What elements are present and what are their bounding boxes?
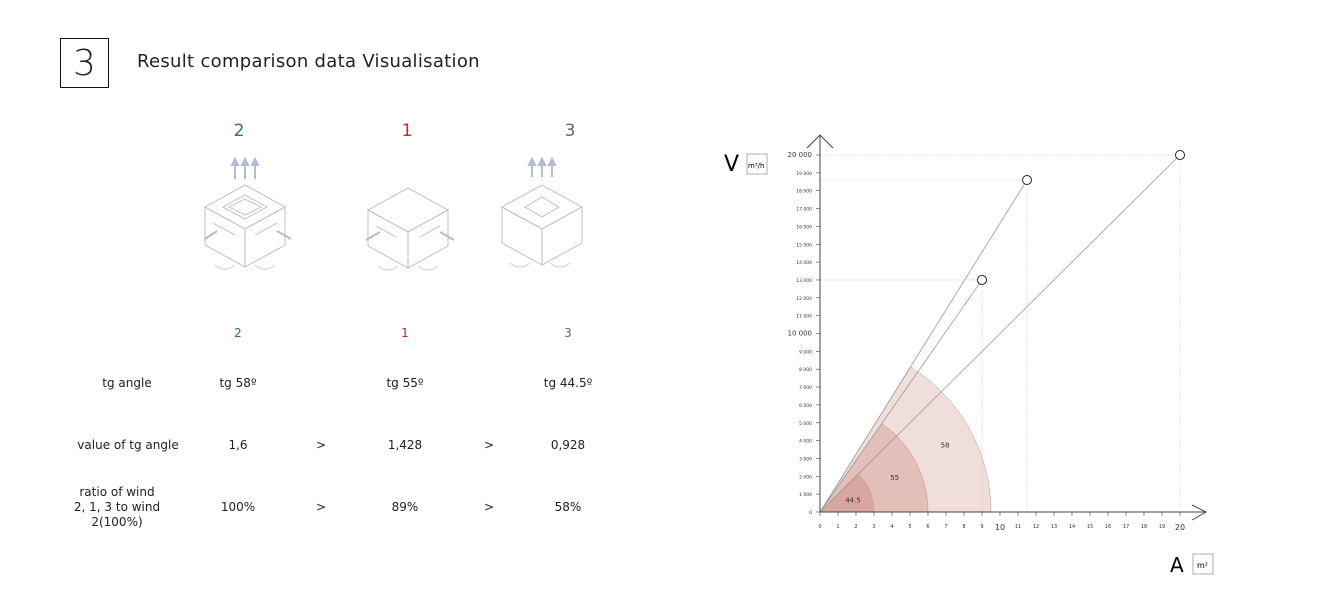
x-tick-label: 11: [1015, 524, 1021, 530]
y-tick-label: 19 000: [796, 171, 812, 177]
cube-illustration-3: [501, 156, 583, 268]
rank-top-1: 2: [233, 121, 245, 141]
point-rays: [819, 154, 1181, 513]
x-tick-label: 19: [1159, 524, 1165, 530]
x-unit-box: [1192, 553, 1214, 575]
x-tick-label: 14: [1069, 524, 1075, 530]
x-tick-label: 9: [980, 524, 983, 530]
y-axis-label: V: [724, 152, 739, 177]
x-tick-label: 3: [872, 524, 875, 530]
y-tick-label: 7 000: [799, 385, 812, 391]
cell-tg-angle-2: tg 55º: [386, 376, 424, 390]
cell-ratio-2: 89%: [391, 500, 419, 514]
rank-top-2: 1: [401, 121, 413, 141]
va-chart: 0 1 000 2 000 3 000 4 000 5 000 6 000 7 000 8 00…: [724, 134, 1214, 577]
cell-tg-angle-3: tg 44.5º: [543, 376, 593, 390]
cube-illustration-1: [365, 187, 455, 271]
rank-mid-2: 1: [401, 326, 409, 340]
y-tick-label: 20 000: [788, 151, 813, 159]
x-tick-label: 16: [1105, 524, 1111, 530]
y-tick-label: 6 000: [799, 403, 812, 409]
cube-illustration-2: [204, 156, 292, 270]
cell-ratio-1: 100%: [220, 500, 256, 514]
angle-labels: 44.5 55 58: [845, 442, 949, 505]
x-tick-label: 13: [1051, 524, 1057, 530]
y-tick-label: 12 000: [796, 296, 812, 302]
cell-value-1: 1,6: [228, 438, 248, 452]
x-tick-label: 5: [908, 524, 911, 530]
x-unit: m²: [1197, 561, 1208, 570]
y-axis-arrow: [806, 134, 834, 149]
y-tick-label: 3 000: [799, 456, 812, 462]
angle-label: 55: [890, 474, 899, 482]
y-tick-label: 16 000: [796, 224, 812, 230]
row-label-ratio: ratio of wind 2, 1, 3 to wind 2(100%): [73, 485, 161, 529]
y-tick-label: 15 000: [796, 242, 812, 248]
x-tick-label: 15: [1087, 524, 1093, 530]
x-tick-label: 17: [1123, 524, 1129, 530]
axes: [806, 134, 1208, 521]
x-tick-label: 10: [995, 523, 1005, 532]
y-tick-label: 11 000: [796, 314, 812, 320]
x-tick-label: 1: [836, 524, 839, 530]
cell-tg-angle-1: tg 58º: [219, 376, 257, 390]
row-label-value-of-tg: value of tg angle: [77, 438, 179, 452]
gt-separator: >: [483, 438, 495, 452]
y-unit: m³/h: [748, 162, 764, 170]
x-axis-label: A: [1170, 553, 1184, 577]
x-tick-label: 20: [1175, 523, 1185, 532]
y-tick-label: 8 000: [799, 367, 812, 373]
point-ray: [819, 179, 1028, 513]
x-tick-label: 18: [1141, 524, 1147, 530]
angle-sectors: [819, 366, 992, 513]
data-point: [977, 274, 987, 285]
gt-separator: >: [315, 438, 327, 452]
data-point: [1022, 174, 1032, 185]
x-tick-label: 12: [1033, 524, 1039, 530]
x-tick-label: 0: [818, 524, 821, 530]
row-label-tg-angle: tg angle: [102, 376, 152, 390]
x-tick-label: 4: [890, 524, 893, 530]
y-tick-label: 0: [809, 510, 812, 516]
y-tick-label: 18 000: [796, 189, 812, 195]
y-tick-label: 14 000: [796, 260, 812, 266]
x-tick-label: 8: [962, 524, 965, 530]
data-points: [977, 150, 1185, 285]
y-tick-label: 5 000: [799, 421, 812, 427]
rank-mid-1: 2: [234, 326, 242, 340]
section-title: Result comparison data Visualisation: [137, 51, 480, 72]
y-unit-box: [746, 153, 768, 175]
y-tick-label: 17 000: [796, 207, 812, 213]
gt-separator: >: [483, 500, 495, 514]
y-tick-label: 9 000: [799, 349, 812, 355]
point-ray: [819, 279, 983, 513]
x-tick-label: 7: [944, 524, 947, 530]
cell-value-3: 0,928: [550, 438, 586, 452]
x-tick-label: 6: [926, 524, 929, 530]
section-number-box: 3: [60, 38, 109, 88]
y-tick-label: 1 000: [799, 492, 812, 498]
y-tick-label: 13 000: [796, 278, 812, 284]
x-axis-arrow: [1191, 504, 1208, 521]
cell-value-2: 1,428: [387, 438, 423, 452]
point-ray: [819, 154, 1181, 513]
y-tick-label: 2 000: [799, 474, 812, 480]
x-tick-label: 2: [854, 524, 857, 530]
rank-mid-3: 3: [564, 326, 572, 340]
guide-lines: [820, 154, 1181, 512]
angle-label: 44.5: [845, 497, 861, 505]
y-tick-label: 10 000: [788, 330, 813, 338]
rank-top-3: 3: [564, 121, 576, 141]
angle-label: 58: [941, 442, 950, 450]
x-ticks: 0 1 2 3 4 5 6 7 8 9 10 11 12 13 14 15 16 17 18 19 20: [818, 512, 1185, 532]
y-tick-label: 4 000: [799, 439, 812, 445]
gt-separator: >: [315, 500, 327, 514]
data-point: [1175, 150, 1185, 160]
cell-ratio-3: 58%: [554, 500, 582, 514]
section-number: 3: [73, 42, 96, 84]
y-ticks: 0 1 000 2 000 3 000 4 000 5 000 6 000 7 000 8 00…: [788, 151, 820, 516]
